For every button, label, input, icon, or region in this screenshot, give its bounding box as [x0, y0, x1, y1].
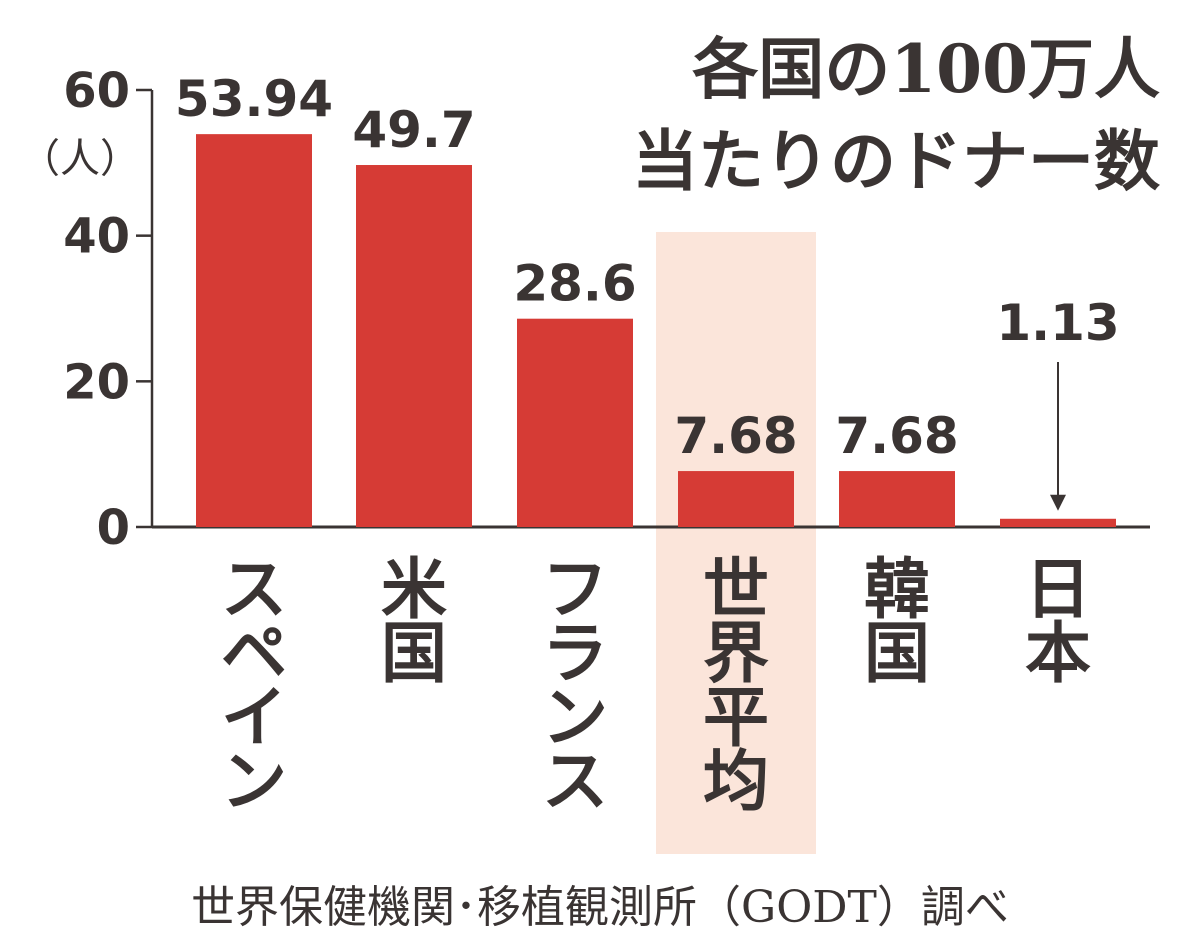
category-char: ン [542, 679, 608, 756]
category-char: ペ [221, 615, 287, 692]
bar-6 [1000, 518, 1116, 527]
bar-1 [196, 134, 312, 527]
bar-5 [839, 471, 955, 527]
highlight-band-layer [656, 232, 816, 854]
category-char: フ [542, 551, 608, 628]
category-char: 世 [703, 551, 769, 628]
y-axis: 0 20 40 60 （人） [20, 63, 1150, 556]
value-label-5: 7.68 [835, 407, 958, 465]
bar-4 [678, 471, 794, 527]
category-char: 国 [381, 615, 447, 692]
category-label-6: 日本 [1025, 551, 1091, 692]
y-tick-label-0: 0 [97, 500, 130, 556]
y-tick-label-40: 40 [63, 209, 130, 265]
category-char: ラ [542, 615, 608, 692]
category-label-5: 韓国 [864, 551, 930, 692]
source-note-text: 世界保健機関･移植観測所（GODT）調べ [191, 882, 1009, 933]
y-tick-label-60: 60 [63, 63, 130, 119]
category-char: 米 [381, 551, 447, 628]
category-char: 本 [1025, 615, 1091, 692]
category-char: ン [221, 743, 287, 820]
title-line-1: 各国の100万人 [692, 30, 1160, 108]
value-label-1: 53.94 [175, 70, 333, 128]
arrow-head [1050, 494, 1066, 511]
bar-2 [356, 165, 472, 528]
category-char: 日 [1025, 551, 1091, 628]
category-char: 界 [703, 615, 769, 692]
category-char: ス [542, 743, 608, 820]
category-char: 均 [703, 743, 769, 820]
y-tick-label-20: 20 [63, 354, 130, 410]
value-label-2: 49.7 [352, 101, 475, 159]
value-label-3: 28.6 [513, 255, 636, 313]
value-label-6: 1.13 [996, 294, 1119, 352]
highlight-band [656, 232, 816, 854]
bars [196, 134, 1116, 528]
source-note: 世界保健機関･移植観測所（GODT）調べ [191, 882, 1009, 933]
category-char: ス [221, 551, 287, 628]
category-label-2: 米国 [381, 551, 447, 692]
y-axis-unit: （人） [20, 136, 140, 182]
value-labels: 53.94 49.7 28.6 7.68 7.68 1.13 [175, 70, 1120, 511]
category-char: イ [221, 679, 287, 756]
bar-3 [517, 318, 633, 527]
category-char: 韓 [864, 551, 930, 628]
category-char: 平 [703, 679, 769, 756]
value-label-4: 7.68 [674, 407, 797, 465]
category-char: 国 [864, 615, 930, 692]
title-line-2: 当たりのドナー数 [632, 122, 1160, 200]
